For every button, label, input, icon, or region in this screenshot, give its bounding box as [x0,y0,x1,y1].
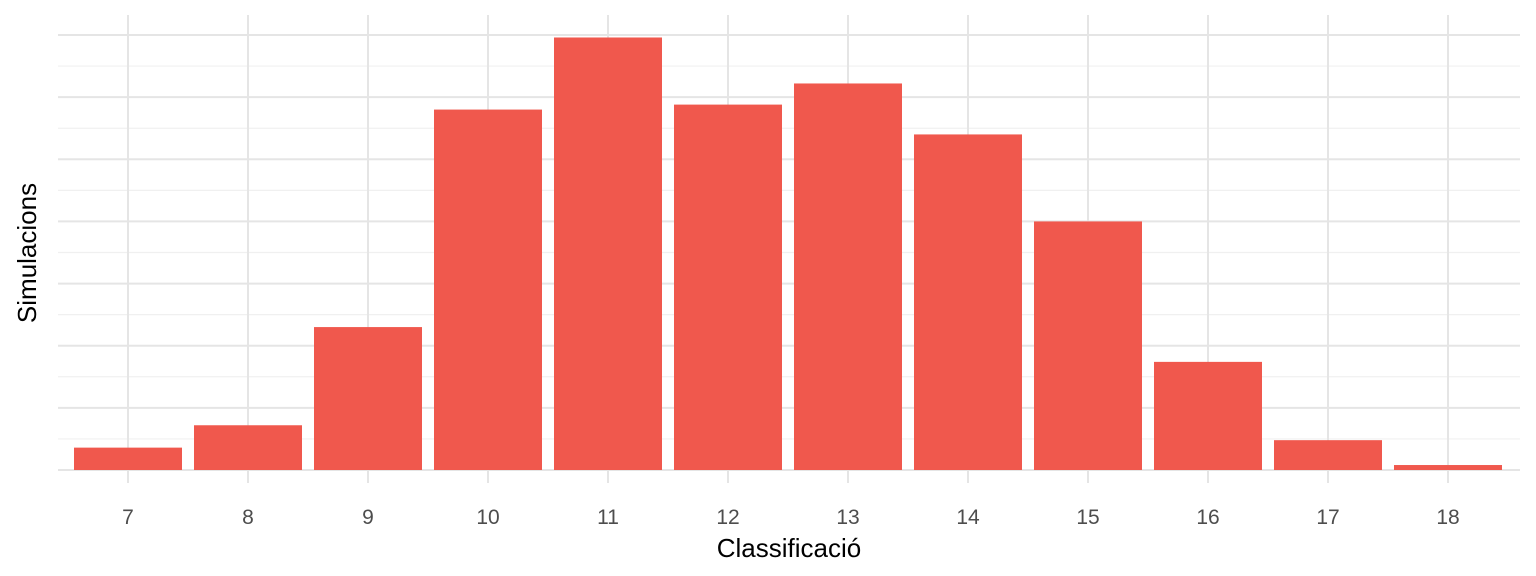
bar-9 [314,327,422,470]
x-tick-label-13: 13 [836,506,859,529]
bar-14 [914,134,1022,470]
x-tick-label-15: 15 [1076,506,1099,529]
x-tick-label-9: 9 [362,506,374,529]
bar-18 [1394,465,1502,470]
x-tick-labels: 7 8 9 10 11 12 13 14 15 16 17 18 [122,506,1460,529]
bar-16 [1154,361,1262,470]
gridlines [58,15,1520,483]
y-axis-title: Simulacions [12,183,42,323]
bar-11 [554,37,662,470]
bar-17 [1274,440,1382,470]
bar-7 [74,447,182,470]
bar-15 [1034,221,1142,470]
x-tick-label-8: 8 [242,506,254,529]
x-tick-label-14: 14 [956,506,980,529]
bar-12 [674,104,782,470]
bar-10 [434,109,542,471]
x-tick-label-16: 16 [1196,506,1219,529]
x-tick-label-10: 10 [476,506,499,529]
x-tick-label-18: 18 [1436,506,1459,529]
x-tick-label-12: 12 [716,506,739,529]
bars [74,37,1502,471]
bar-13 [794,83,902,470]
x-tick-label-7: 7 [122,506,134,529]
x-tick-label-11: 11 [597,506,619,529]
bar-8 [194,425,302,470]
x-axis-title: Classificació [717,533,862,563]
x-tick-label-17: 17 [1316,506,1339,529]
